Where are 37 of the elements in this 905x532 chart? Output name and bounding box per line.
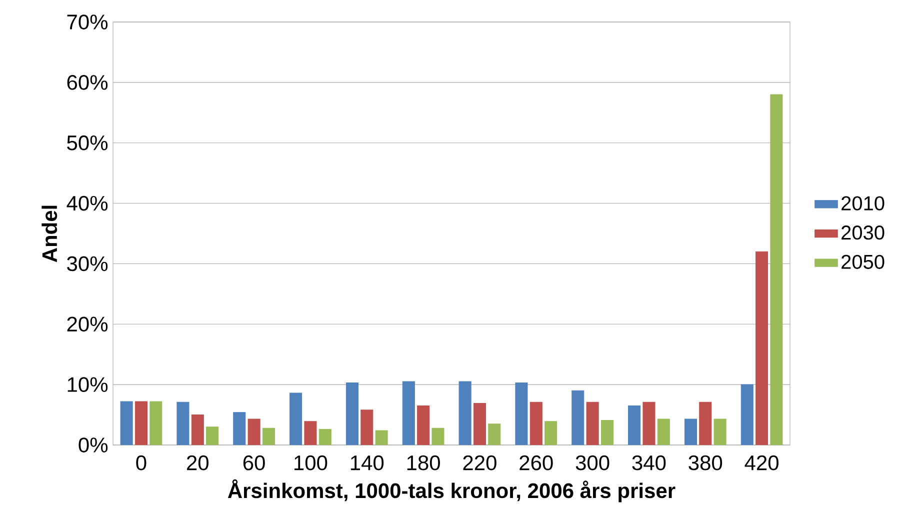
y-tick-label: 30% bbox=[67, 256, 108, 272]
bar bbox=[432, 428, 444, 445]
bar bbox=[657, 418, 670, 445]
x-tick-label: 300 bbox=[576, 455, 610, 470]
x-tick-label: 100 bbox=[294, 455, 328, 470]
y-tick-label: 0% bbox=[78, 438, 108, 452]
x-axis-title: Årsinkomst, 1000-tals kronor, 2006 års priser bbox=[228, 479, 676, 502]
y-tick-label: 50% bbox=[67, 135, 108, 150]
bar bbox=[600, 420, 614, 445]
bar bbox=[714, 418, 726, 445]
y-tick-label: 70% bbox=[67, 14, 108, 30]
x-tick-label: 420 bbox=[744, 455, 778, 470]
legend-label: 2010 bbox=[842, 196, 884, 210]
x-tick-label: 0 bbox=[136, 455, 146, 470]
x-tick-label: 140 bbox=[350, 455, 384, 470]
bar bbox=[262, 428, 275, 445]
bar bbox=[206, 426, 219, 445]
bar bbox=[375, 430, 388, 445]
x-tick-label: 380 bbox=[688, 455, 722, 470]
y-tick-label: 60% bbox=[67, 75, 108, 90]
x-tick-label: 180 bbox=[407, 455, 440, 470]
x-tick-label: 220 bbox=[463, 455, 496, 470]
y-axis-title: Andel bbox=[42, 206, 58, 262]
y-tick-label: 20% bbox=[67, 316, 108, 332]
y-tick-label: 10% bbox=[68, 377, 108, 392]
bar bbox=[150, 401, 162, 445]
x-tick-label: 60 bbox=[243, 455, 265, 470]
y-tick-label: 40% bbox=[66, 196, 108, 211]
x-tick-label: 20 bbox=[186, 455, 208, 470]
bar bbox=[544, 421, 558, 445]
bar bbox=[318, 429, 332, 445]
x-tick-label: 260 bbox=[520, 455, 553, 470]
bar bbox=[770, 94, 783, 445]
legend-label: 2030 bbox=[842, 226, 884, 240]
x-tick-label: 340 bbox=[632, 455, 666, 470]
bar bbox=[488, 424, 501, 445]
legend-label: 2050 bbox=[842, 254, 884, 269]
